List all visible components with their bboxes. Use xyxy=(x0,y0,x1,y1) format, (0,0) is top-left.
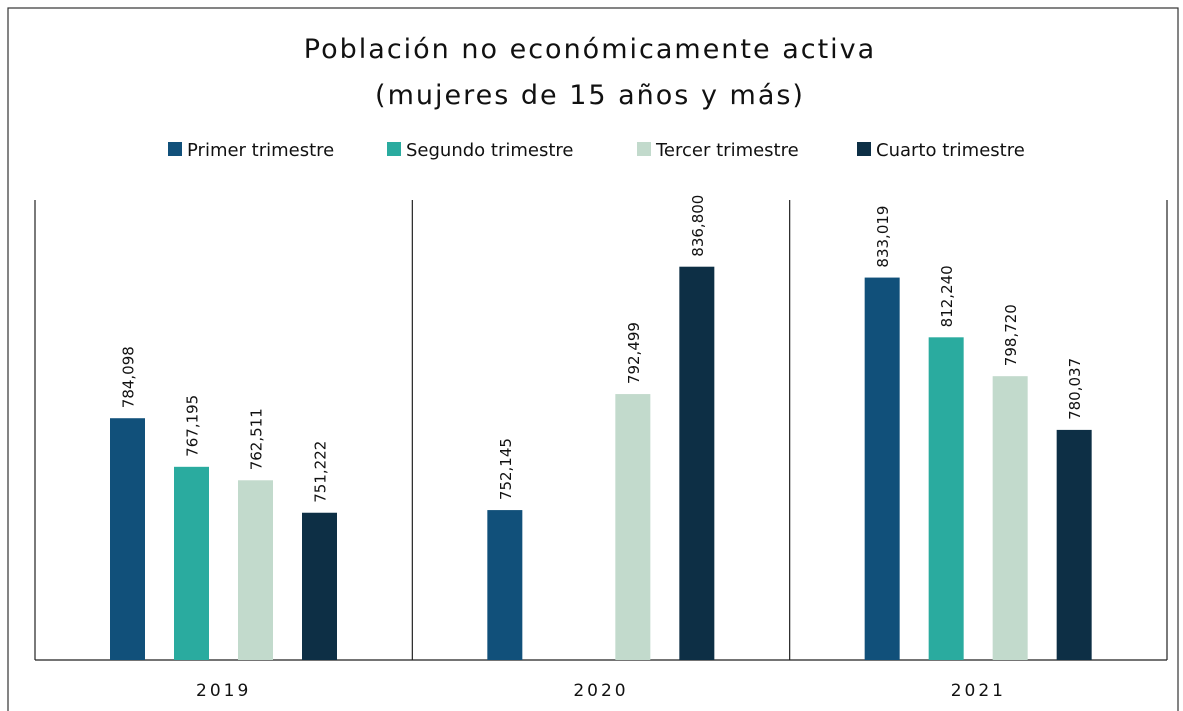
value-label: 812,240 xyxy=(938,265,956,327)
legend-label: Primer trimestre xyxy=(187,140,334,161)
value-label: 784,098 xyxy=(120,346,138,408)
bar xyxy=(302,512,337,660)
value-label: 752,145 xyxy=(497,438,515,500)
bar xyxy=(864,277,900,660)
bar xyxy=(1056,429,1092,660)
legend: Primer trimestre Segundo trimestre Tercer … xyxy=(168,140,1025,161)
bar xyxy=(110,418,145,660)
value-label: 762,511 xyxy=(248,408,266,470)
value-label: 798,720 xyxy=(1002,304,1020,366)
chart-subtitle: (mujeres de 15 años y más) xyxy=(375,80,805,111)
bar xyxy=(487,510,523,660)
bar xyxy=(679,266,715,660)
x-tick-label: 2019 xyxy=(196,681,251,701)
legend-swatch xyxy=(387,142,401,156)
legend-swatch xyxy=(637,142,651,156)
legend-label: Cuarto trimestre xyxy=(876,140,1025,161)
bar xyxy=(174,466,209,660)
x-tick-label: 2021 xyxy=(951,681,1006,701)
value-label: 833,019 xyxy=(874,206,892,268)
frame xyxy=(7,7,1179,711)
legend-swatch xyxy=(857,142,871,156)
x-tick-label: 2020 xyxy=(573,681,628,701)
bar xyxy=(992,376,1028,660)
bar xyxy=(238,480,273,660)
value-label: 836,800 xyxy=(689,195,707,257)
value-label: 780,037 xyxy=(1066,358,1084,420)
value-label: 751,222 xyxy=(312,441,330,503)
value-label: 767,195 xyxy=(184,395,202,457)
bar xyxy=(615,394,651,660)
legend-swatch xyxy=(168,142,182,156)
bar xyxy=(928,337,964,660)
legend-label: Tercer trimestre xyxy=(655,140,799,161)
value-label: 792,499 xyxy=(625,322,643,384)
chart-title: Población no económicamente activa xyxy=(304,34,876,65)
legend-label: Segundo trimestre xyxy=(406,140,573,161)
